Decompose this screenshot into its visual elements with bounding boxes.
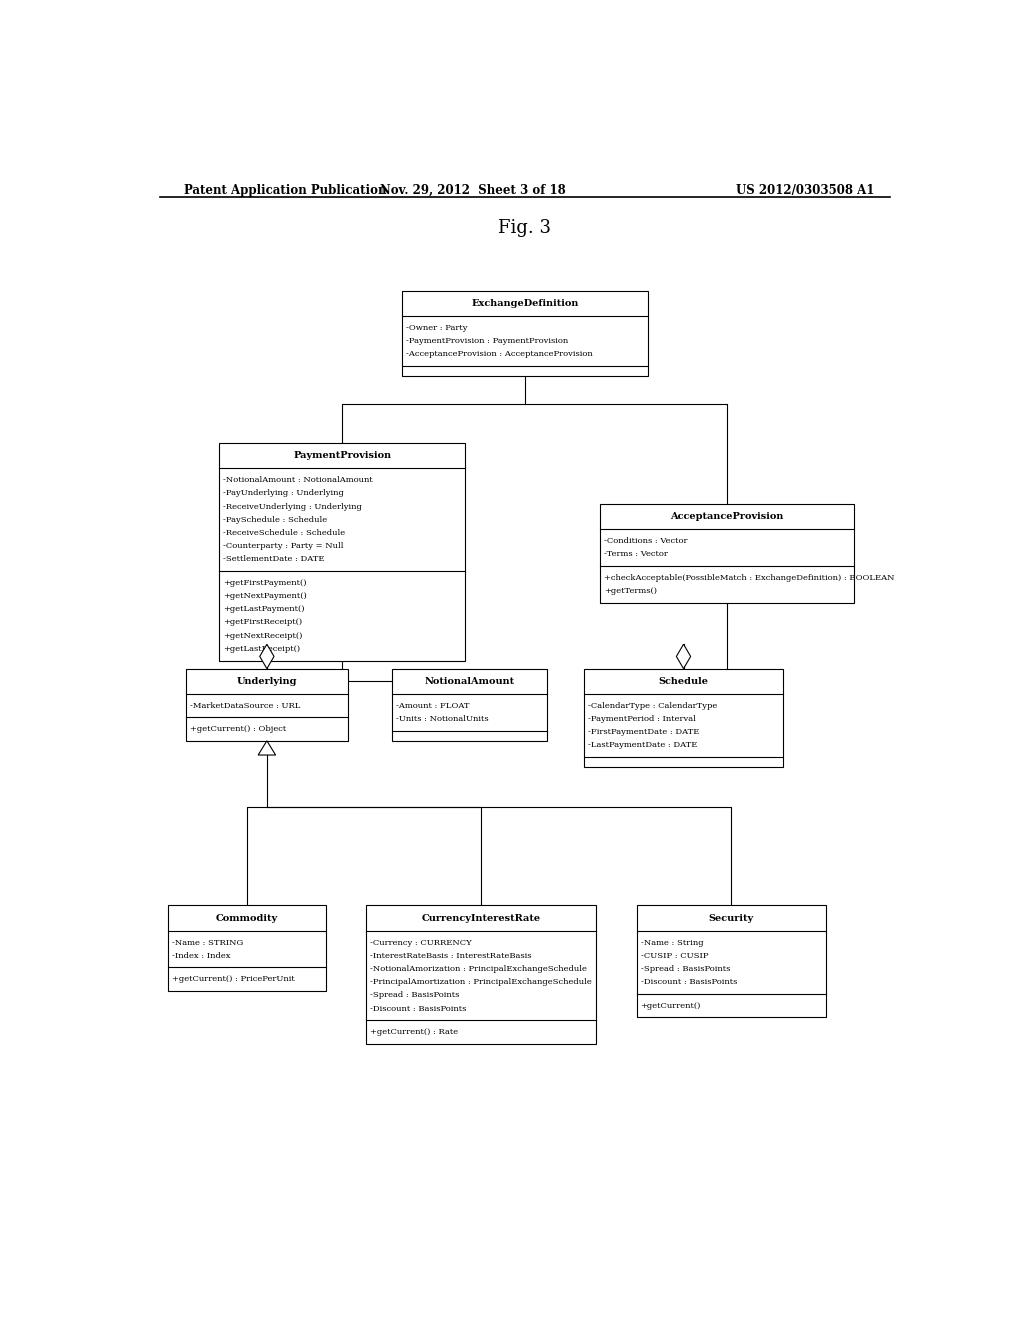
- Text: AcceptanceProvision: AcceptanceProvision: [671, 512, 783, 521]
- Text: CurrencyInterestRate: CurrencyInterestRate: [422, 913, 541, 923]
- Text: -Index : Index: -Index : Index: [172, 952, 230, 960]
- Text: NotionalAmount: NotionalAmount: [424, 677, 514, 686]
- Text: -CUSIP : CUSIP: -CUSIP : CUSIP: [641, 952, 709, 960]
- Text: Fig. 3: Fig. 3: [499, 219, 551, 238]
- Text: -PrincipalAmortization : PrincipalExchangeSchedule: -PrincipalAmortization : PrincipalExchan…: [370, 978, 592, 986]
- Bar: [401, 290, 648, 376]
- Text: +getCurrent(): +getCurrent(): [641, 1002, 701, 1010]
- Text: -FirstPaymentDate : DATE: -FirstPaymentDate : DATE: [588, 729, 699, 737]
- Polygon shape: [677, 644, 690, 669]
- Text: Schedule: Schedule: [658, 677, 709, 686]
- Text: +getTerms(): +getTerms(): [604, 587, 657, 595]
- Text: -MarketDataSource : URL: -MarketDataSource : URL: [189, 702, 300, 710]
- Text: +getNextReceipt(): +getNextReceipt(): [223, 631, 303, 640]
- Text: -Terms : Vector: -Terms : Vector: [604, 550, 668, 558]
- Text: -PayUnderlying : Underlying: -PayUnderlying : Underlying: [223, 490, 344, 498]
- Text: -Currency : CURRENCY: -Currency : CURRENCY: [370, 939, 472, 946]
- Text: Security: Security: [709, 913, 754, 923]
- Text: +checkAcceptable(PossibleMatch : ExchangeDefinition) : BOOLEAN: +checkAcceptable(PossibleMatch : Exchang…: [604, 574, 895, 582]
- Text: -NotionalAmorization : PrincipalExchangeSchedule: -NotionalAmorization : PrincipalExchange…: [370, 965, 587, 973]
- Text: -Amount : FLOAT: -Amount : FLOAT: [396, 702, 469, 710]
- Text: +getNextPayment(): +getNextPayment(): [223, 591, 307, 601]
- Polygon shape: [260, 644, 274, 669]
- Text: ExchangeDefinition: ExchangeDefinition: [471, 298, 579, 308]
- Text: -SettlementDate : DATE: -SettlementDate : DATE: [223, 556, 325, 564]
- Bar: [168, 906, 327, 991]
- Text: -Conditions : Vector: -Conditions : Vector: [604, 537, 688, 545]
- Text: -Discount : BasisPoints: -Discount : BasisPoints: [370, 1005, 466, 1012]
- Bar: [392, 669, 547, 741]
- Text: -PaySchedule : Schedule: -PaySchedule : Schedule: [223, 516, 328, 524]
- Text: -PaymentProvision : PaymentProvision: -PaymentProvision : PaymentProvision: [406, 337, 568, 345]
- Text: +getCurrent() : Object: +getCurrent() : Object: [189, 725, 286, 733]
- Polygon shape: [258, 741, 275, 755]
- Bar: [637, 906, 825, 1018]
- Bar: [600, 504, 854, 602]
- Text: -CalendarType : CalendarType: -CalendarType : CalendarType: [588, 702, 718, 710]
- Text: +getFirstReceipt(): +getFirstReceipt(): [223, 618, 302, 627]
- Text: -InterestRateBasis : InterestRateBasis: -InterestRateBasis : InterestRateBasis: [370, 952, 531, 960]
- Text: +getCurrent() : Rate: +getCurrent() : Rate: [370, 1028, 458, 1036]
- Text: -Name : STRING: -Name : STRING: [172, 939, 243, 946]
- Text: +getLastReceipt(): +getLastReceipt(): [223, 644, 300, 653]
- Text: Nov. 29, 2012  Sheet 3 of 18: Nov. 29, 2012 Sheet 3 of 18: [380, 183, 566, 197]
- Text: +getLastPayment(): +getLastPayment(): [223, 605, 305, 614]
- Text: -PaymentPeriod : Interval: -PaymentPeriod : Interval: [588, 715, 696, 723]
- Text: -AcceptanceProvision : AcceptanceProvision: -AcceptanceProvision : AcceptanceProvisi…: [406, 350, 593, 358]
- Bar: [219, 444, 465, 660]
- Text: PaymentProvision: PaymentProvision: [293, 451, 391, 461]
- Text: Commodity: Commodity: [216, 913, 279, 923]
- Text: -LastPaymentDate : DATE: -LastPaymentDate : DATE: [588, 742, 697, 750]
- Text: -ReceiveSchedule : Schedule: -ReceiveSchedule : Schedule: [223, 529, 345, 537]
- Text: -Spread : BasisPoints: -Spread : BasisPoints: [641, 965, 730, 973]
- Text: +getCurrent() : PricePerUnit: +getCurrent() : PricePerUnit: [172, 975, 294, 983]
- Text: -Name : String: -Name : String: [641, 939, 703, 946]
- Text: -ReceiveUnderlying : Underlying: -ReceiveUnderlying : Underlying: [223, 503, 362, 511]
- Text: -NotionalAmount : NotionalAmount: -NotionalAmount : NotionalAmount: [223, 477, 373, 484]
- Bar: [185, 669, 348, 741]
- Bar: [585, 669, 782, 767]
- Text: +getFirstPayment(): +getFirstPayment(): [223, 578, 307, 587]
- Text: Underlying: Underlying: [237, 677, 297, 686]
- Text: US 2012/0303508 A1: US 2012/0303508 A1: [735, 183, 873, 197]
- Text: -Units : NotionalUnits: -Units : NotionalUnits: [396, 715, 488, 723]
- Text: -Discount : BasisPoints: -Discount : BasisPoints: [641, 978, 737, 986]
- Text: -Owner : Party: -Owner : Party: [406, 323, 467, 331]
- Text: Patent Application Publication: Patent Application Publication: [183, 183, 386, 197]
- Text: -Counterparty : Party = Null: -Counterparty : Party = Null: [223, 543, 344, 550]
- Bar: [367, 906, 596, 1044]
- Text: -Spread : BasisPoints: -Spread : BasisPoints: [370, 991, 460, 999]
